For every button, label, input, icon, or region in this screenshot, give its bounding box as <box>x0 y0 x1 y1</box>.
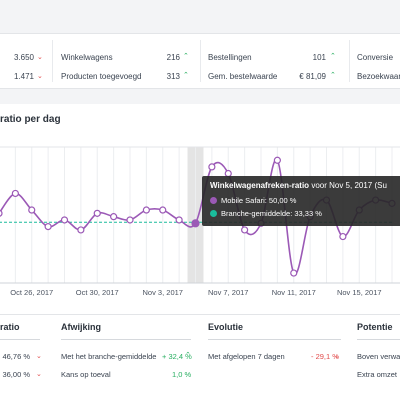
stat-label-bestellingen: Bestellingen <box>208 53 252 62</box>
header-underline <box>208 339 341 340</box>
data-point <box>191 219 200 228</box>
data-point <box>44 223 52 231</box>
stat-value: € 81,09 <box>299 72 326 81</box>
stat-label-bezoekwaarde: Bezoekwaarde <box>357 72 400 81</box>
afwijking-value: + 32,4 % <box>162 352 192 361</box>
x-tick-label: Oct 26, 2017 <box>10 288 53 297</box>
data-point <box>93 209 101 217</box>
trend-up-icon: ⌃ <box>183 53 189 60</box>
header-underline <box>357 339 400 340</box>
ratio-value: 46,76 % <box>2 352 30 361</box>
summary-panel <box>0 314 400 401</box>
x-tick-label: Nov 7, 2017 <box>208 288 248 297</box>
data-point <box>241 226 249 234</box>
trend-up-icon: ⌃ <box>183 72 189 79</box>
ratio-value: 36,00 % <box>2 370 30 379</box>
tooltip-row-label: Mobile Safari: 50,00 % <box>221 196 297 205</box>
data-point <box>142 206 150 214</box>
legend-dot-icon <box>210 210 217 217</box>
data-point <box>159 206 167 214</box>
divider <box>349 40 350 82</box>
data-point <box>28 206 36 214</box>
potentie-label: Extra omzet <box>357 370 398 379</box>
potentie-label: Boven verwa <box>357 352 400 361</box>
divider <box>52 40 53 82</box>
stat-label-bestelwaarde: Gem. bestelwaarde <box>208 72 278 81</box>
trend-down-icon: ⌄ <box>37 73 43 80</box>
trend-down-icon: ⌄ <box>334 353 340 360</box>
divider <box>200 40 201 82</box>
tooltip-title: Winkelwagenafreken-ratio voor Nov 5, 201… <box>210 181 387 190</box>
summary-header-evolutie: Evolutie <box>208 322 244 332</box>
kans-label: Kans op toeval <box>61 370 111 379</box>
data-point <box>290 269 298 277</box>
data-point <box>11 189 19 198</box>
stat-label-conversie: Conversie <box>357 53 394 62</box>
tooltip-row-label: Branche-gemiddelde: 33,33 % <box>221 209 322 218</box>
afwijking-label: Met het branche-gemiddelde <box>61 352 157 361</box>
trend-down-icon: ⌄ <box>36 371 42 378</box>
stat-value: 216 <box>166 53 180 62</box>
tooltip-metric: Winkelwagenafreken-ratio <box>210 181 310 190</box>
stat-value: 1.471 <box>13 72 34 81</box>
data-point <box>339 232 347 241</box>
data-point <box>77 226 85 234</box>
trend-up-icon: ⌃ <box>330 72 336 79</box>
data-point <box>60 216 69 224</box>
legend-dot-icon <box>210 197 217 204</box>
trend-up-icon: ⌃ <box>185 352 191 359</box>
evolutie-value: - 29,1 % <box>311 352 339 361</box>
stat-label-winkelwagens: Winkelwagens <box>61 53 113 62</box>
x-tick-label: Nov 3, 2017 <box>143 288 183 297</box>
data-point <box>0 209 3 217</box>
tooltip-row-safari: Mobile Safari: 50,00 % <box>210 196 296 205</box>
data-point <box>110 213 118 221</box>
data-point <box>126 216 134 224</box>
trend-up-icon: ⌃ <box>330 53 336 60</box>
tooltip-date: voor Nov 5, 2017 (Su <box>311 181 387 190</box>
x-tick-label: Nov 15, 2017 <box>337 288 382 297</box>
data-point <box>208 163 216 171</box>
data-point <box>273 156 281 164</box>
stat-label-producten: Producten toegevoegd <box>61 72 142 81</box>
trend-down-icon: ⌄ <box>37 54 43 61</box>
summary-header-ratio: ratio <box>0 322 20 332</box>
kans-value: 1,0 % <box>172 370 192 379</box>
x-tick-label: Nov 11, 2017 <box>272 288 316 297</box>
tooltip-row-branche: Branche-gemiddelde: 33,33 % <box>210 209 322 218</box>
data-point <box>175 216 183 224</box>
evolutie-label: Met afgelopen 7 dagen <box>208 352 285 361</box>
stat-value: 3.650 <box>13 53 34 62</box>
chart-tooltip: Winkelwagenafreken-ratio voor Nov 5, 201… <box>202 176 400 226</box>
summary-header-potentie: Potentie <box>357 322 393 332</box>
chart-title: ratio per dag <box>0 114 61 125</box>
stat-value: 101 <box>312 53 326 62</box>
x-tick-label: Oct 30, 2017 <box>76 288 119 297</box>
header-underline <box>61 339 191 340</box>
stat-value: 313 <box>166 72 180 81</box>
summary-header-afwijking: Afwijking <box>61 322 101 332</box>
trend-down-icon: ⌄ <box>36 353 42 360</box>
header-underline <box>0 339 40 340</box>
